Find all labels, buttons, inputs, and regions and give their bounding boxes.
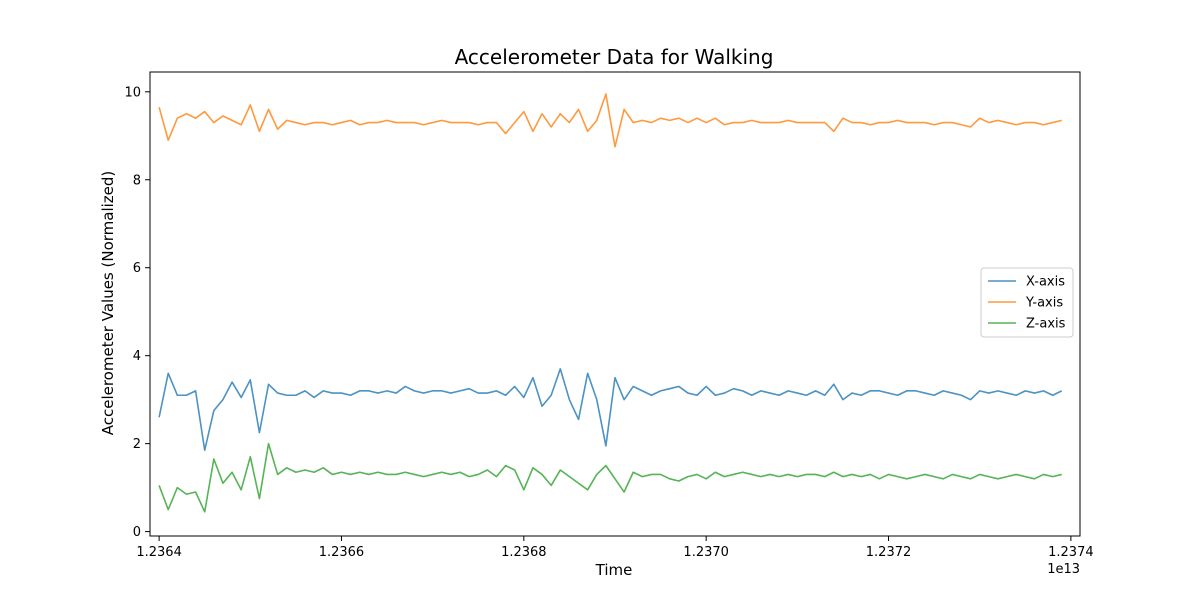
plot-area: 1.2364 1.2366 1.2368 1.2370 1.2372 1.2374 0 2 4…: [124, 71, 1094, 560]
x-tick-label: 1.2366: [319, 545, 365, 560]
x-tick-label: 1.2368: [501, 545, 547, 560]
y-tick-label: 10: [124, 85, 141, 100]
y-tick-label: 6: [133, 261, 141, 276]
series-line-z-axis: [158, 442, 1062, 513]
x-tick-label: 1.2372: [866, 545, 912, 560]
series-layer: [158, 93, 1063, 513]
x-tick-label: 1.2374: [1048, 545, 1094, 560]
series-line-y-axis: [158, 93, 1062, 148]
y-axis-label: Accelerometer Values (Normalized): [99, 171, 117, 436]
chart-title: Accelerometer Data for Walking: [455, 45, 774, 69]
y-tick-label: 2: [133, 437, 141, 452]
legend-label: Y-axis: [1025, 296, 1063, 311]
legend-box: [980, 267, 1074, 338]
y-tick-label: 4: [133, 349, 141, 364]
legend-label: Z-axis: [1026, 317, 1066, 332]
y-tick-label: 0: [133, 525, 141, 540]
legend-items: X-axis Y-axis Z-axis: [988, 275, 1066, 332]
plot-frame: [149, 71, 1081, 537]
y-tick-label: 8: [133, 173, 141, 188]
y-axis-ticks: 0 2 4 6 8 10: [124, 85, 150, 540]
x-axis-offset-label: 1e13: [1047, 562, 1080, 577]
legend-label: X-axis: [1026, 275, 1065, 290]
x-tick-label: 1.2364: [136, 545, 182, 560]
x-tick-label: 1.2370: [683, 545, 729, 560]
legend: X-axis Y-axis Z-axis: [980, 267, 1074, 338]
x-axis-label: Time: [595, 561, 633, 579]
x-axis-ticks: 1.2364 1.2366 1.2368 1.2370 1.2372 1.2374: [136, 536, 1094, 560]
series-line-x-axis: [158, 368, 1063, 452]
